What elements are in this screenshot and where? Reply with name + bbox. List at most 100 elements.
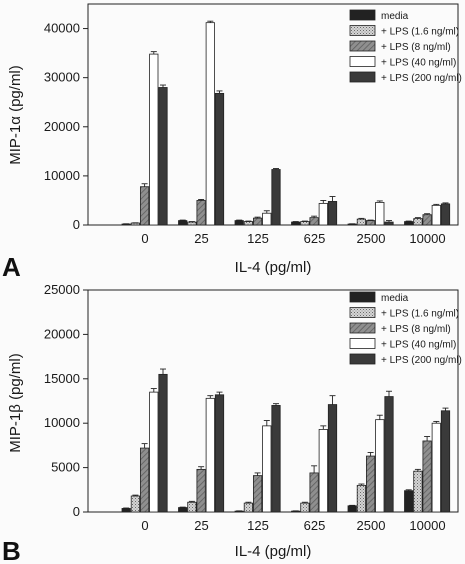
y-tick-label: 30000 (44, 70, 80, 85)
legend-swatch (349, 9, 376, 21)
legend-label: + LPS (40 ng/ml) (381, 58, 456, 69)
y-tick-labels-a: 0 10000 20000 30000 40000 (44, 21, 88, 232)
panel-letter-a: A (2, 252, 21, 282)
bar (356, 484, 367, 513)
bar (300, 502, 310, 513)
x-tick-label: 25 (194, 231, 208, 246)
y-axis-label-b: MIP-1β (pg/ml) (7, 353, 24, 452)
panel-a: 0 10000 20000 30000 40000 0 25 125 625 2500 10000… (2, 3, 462, 282)
y-tick-label: 20000 (44, 119, 80, 134)
legend-swatch (349, 25, 376, 36)
x-tick-label: 125 (247, 518, 269, 533)
x-tick-label: 0 (141, 231, 148, 246)
legend-label: + LPS (1.6 ng/ml) (381, 27, 459, 38)
bar (375, 419, 385, 513)
bar (413, 218, 423, 226)
bar (243, 502, 253, 513)
bar (440, 410, 451, 513)
bar (327, 201, 338, 226)
bar (384, 396, 394, 513)
bar (431, 204, 441, 226)
bar (205, 22, 215, 226)
y-tick-label: 40000 (44, 21, 80, 36)
legend-swatch (349, 353, 376, 365)
legend-label: media (381, 293, 409, 304)
x-tick-label: 0 (141, 518, 148, 533)
y-tick-labels-b: 0 5000 10000 15000 20000 25000 (44, 282, 88, 519)
x-tick-label: 625 (304, 518, 326, 533)
panel-b: 0 5000 10000 15000 20000 25000 0 25 125 625 2500 1… (2, 282, 462, 564)
bar (205, 397, 215, 513)
bar (375, 202, 385, 226)
bar (422, 440, 432, 513)
bar (431, 422, 441, 513)
bar (214, 394, 225, 513)
bar (404, 221, 414, 226)
bar (262, 212, 272, 226)
bar (196, 468, 206, 513)
bar (187, 221, 197, 226)
bar (196, 200, 206, 226)
legend-label: + LPS (40 ng/ml) (381, 340, 456, 351)
legend-b: media + LPS (1.6 ng/ml) + LPS (8 ng/ml) + L… (349, 291, 462, 366)
bars-b (121, 368, 451, 513)
legend-swatch (349, 322, 376, 334)
bar (130, 222, 140, 226)
bar (234, 220, 244, 226)
legend-label: + LPS (1.6 ng/ml) (381, 309, 459, 320)
bar (384, 221, 394, 226)
bar (318, 202, 328, 226)
bar (440, 203, 451, 226)
bar (178, 507, 188, 513)
legend-label: + LPS (200 ng/ml) (381, 355, 462, 366)
bar (149, 53, 159, 226)
bar (252, 217, 263, 226)
x-axis-label-a: IL-4 (pg/ml) (235, 259, 312, 276)
bars-a (121, 20, 451, 226)
legend-label: + LPS (8 ng/ml) (381, 42, 451, 53)
bar (300, 221, 310, 226)
bar (252, 475, 263, 513)
bar (413, 470, 423, 513)
x-tick-labels-a: 0 25 125 625 2500 10000 (141, 231, 445, 246)
legend-label: + LPS (8 ng/ml) (381, 324, 451, 335)
y-axis-label-a: MIP-1α (pg/ml) (7, 65, 24, 165)
x-tick-label: 10000 (409, 518, 445, 533)
x-tick-label: 10000 (409, 231, 445, 246)
bar (130, 495, 140, 513)
bar (187, 501, 197, 513)
bar (291, 221, 301, 226)
bar (309, 472, 319, 513)
y-tick-label: 10000 (44, 168, 80, 183)
x-axis-label-b: IL-4 (pg/ml) (235, 543, 312, 560)
legend-swatch (349, 71, 376, 83)
bar (318, 429, 328, 513)
legend-swatch (349, 56, 376, 67)
bar (243, 221, 253, 226)
y-tick-label: 20000 (44, 326, 80, 341)
y-tick-label: 0 (73, 504, 80, 519)
bar (158, 373, 168, 513)
bar (214, 92, 225, 226)
bar (365, 455, 376, 513)
x-tick-label: 2500 (357, 231, 386, 246)
bar (356, 218, 367, 226)
bar (139, 447, 150, 513)
bar (365, 220, 376, 226)
bar (139, 186, 150, 226)
y-tick-label: 10000 (44, 415, 80, 430)
panel-letter-b: B (2, 536, 21, 564)
legend-label: media (381, 11, 409, 22)
x-tick-label: 625 (304, 231, 326, 246)
legend-swatch (349, 307, 376, 318)
bar (262, 425, 272, 513)
x-tick-label: 125 (247, 231, 269, 246)
y-tick-label: 5000 (51, 460, 80, 475)
x-tick-labels-b: 0 25 125 625 2500 10000 (141, 518, 445, 533)
x-tick-label: 2500 (357, 518, 386, 533)
bar (327, 404, 338, 513)
legend-swatch (349, 291, 376, 303)
bar (158, 87, 168, 226)
x-tick-label: 25 (194, 518, 208, 533)
